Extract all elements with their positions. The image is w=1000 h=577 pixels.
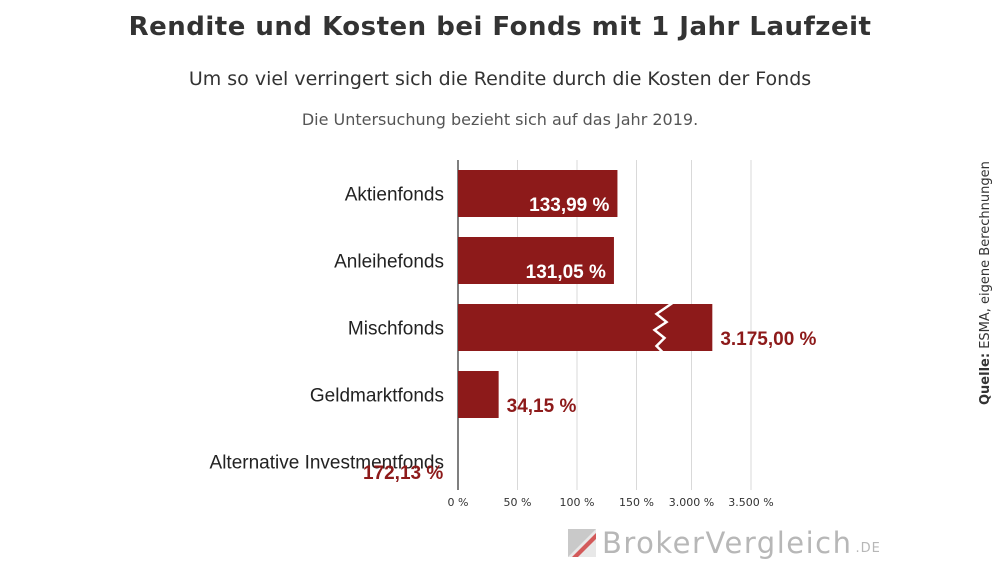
brand-logo-icon — [568, 529, 596, 557]
source-label: Quelle: — [978, 352, 993, 405]
x-tick-label: 3.500 % — [728, 496, 773, 509]
brand-name: BrokerVergleich — [602, 526, 853, 560]
x-tick-label: 50 % — [504, 496, 532, 509]
category-label: Alternative Investmentfonds — [210, 453, 444, 474]
bar-value-label: 131,05 % — [526, 262, 606, 283]
x-tick-label: 3.000 % — [669, 496, 714, 509]
chart-title: Rendite und Kosten bei Fonds mit 1 Jahr … — [128, 12, 872, 42]
bar — [458, 371, 499, 418]
source-note: Quelle: ESMA, eigene Berechnungen — [978, 161, 993, 405]
category-label: Aktienfonds — [345, 185, 444, 206]
bar — [458, 170, 618, 217]
chart-subtitle: Um so viel verringert sich die Rendite d… — [188, 68, 812, 90]
bar-value-label: 172,13 % — [363, 463, 443, 484]
x-tick-label: 100 % — [560, 496, 595, 509]
bar — [458, 304, 713, 351]
category-label: Geldmarktfonds — [310, 386, 444, 407]
x-tick-label: 150 % — [619, 496, 654, 509]
category-label: Mischfonds — [348, 319, 444, 340]
x-tick-label: 0 % — [448, 496, 469, 509]
brand-suffix: .DE — [855, 540, 881, 556]
axis-break-mark — [652, 301, 674, 353]
bar-value-label: 133,99 % — [529, 195, 609, 216]
category-label: Anleihefonds — [334, 252, 444, 273]
chart-note: Die Untersuchung bezieht sich auf das Ja… — [301, 110, 699, 129]
brand-logo-block: BrokerVergleich .DE — [568, 525, 881, 561]
bar-value-label: 34,15 % — [507, 396, 577, 417]
bar — [458, 237, 614, 284]
bar-value-label: 3.175,00 % — [720, 329, 816, 350]
source-text: ESMA, eigene Berechnungen — [978, 161, 993, 349]
